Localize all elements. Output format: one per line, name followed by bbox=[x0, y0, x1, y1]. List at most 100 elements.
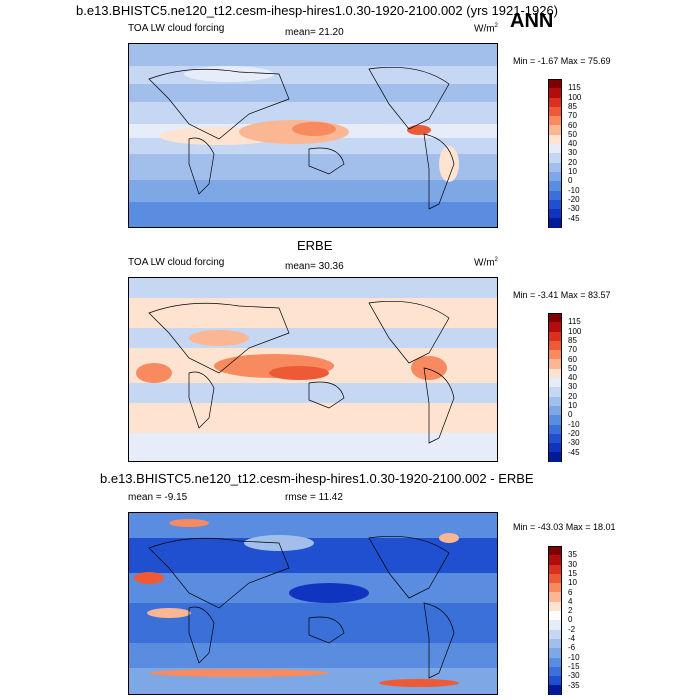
colorbar-tick-label: -6 bbox=[568, 643, 576, 653]
colorbar-tick-label: -35 bbox=[568, 680, 580, 690]
colorbar-tick-label: 85 bbox=[568, 101, 577, 111]
colorbar-tick-label: 0 bbox=[568, 410, 573, 420]
colorbar-tick-label: 30 bbox=[568, 559, 577, 569]
colorbar-swatch bbox=[548, 331, 562, 341]
colorbar-tick-label: 15 bbox=[568, 568, 577, 578]
colorbar-swatch bbox=[548, 79, 562, 89]
colorbar-swatch bbox=[548, 583, 562, 593]
colorbar-swatch bbox=[548, 573, 562, 584]
colorbar-tick-label: 50 bbox=[568, 363, 577, 373]
colorbar-tick-label: 35 bbox=[568, 550, 577, 560]
panel1-field bbox=[129, 44, 497, 227]
colorbar-swatch bbox=[548, 611, 562, 621]
panel1-minmax: Min = -1.67 Max = 75.69 bbox=[513, 56, 611, 66]
season-label: ANN bbox=[510, 10, 554, 32]
colorbar-tick-label: 40 bbox=[568, 373, 577, 383]
colorbar-tick-label: 115 bbox=[568, 317, 581, 327]
colorbar-swatch bbox=[548, 134, 562, 145]
colorbar-tick-label: 20 bbox=[568, 157, 577, 167]
colorbar-swatch bbox=[548, 424, 562, 434]
colorbar-swatch bbox=[548, 88, 562, 98]
panel3-minmax: Min = -43.03 Max = 18.01 bbox=[513, 522, 616, 532]
panel2-units: W/m2 bbox=[474, 257, 498, 269]
colorbar-swatch bbox=[548, 359, 562, 369]
colorbar-swatch bbox=[548, 340, 562, 351]
colorbar-swatch bbox=[548, 648, 562, 658]
colorbar-tick-label: 6 bbox=[568, 587, 573, 597]
colorbar-swatch bbox=[548, 322, 562, 332]
colorbar-swatch bbox=[548, 171, 562, 182]
colorbar-tick-label: -30 bbox=[568, 204, 580, 214]
colorbar-swatch bbox=[548, 546, 562, 556]
colorbar-tick-label: 2 bbox=[568, 606, 573, 616]
colorbar-swatch bbox=[548, 190, 562, 200]
colorbar-swatch bbox=[548, 387, 562, 397]
colorbar-tick-label: -15 bbox=[568, 661, 580, 671]
panel2-colorbar: 115 100 85 70 60 50 40 30 20 10 0 -10 -20 -30 -45 bbox=[548, 313, 581, 462]
colorbar-swatch bbox=[548, 181, 562, 191]
colorbar-swatch bbox=[548, 638, 562, 649]
colorbar-swatch bbox=[548, 199, 562, 210]
colorbar-swatch bbox=[548, 620, 562, 630]
colorbar-swatch bbox=[548, 629, 562, 639]
colorbar-swatch bbox=[548, 162, 562, 172]
colorbar-tick-label: -45 bbox=[568, 447, 580, 457]
colorbar-swatch bbox=[548, 666, 562, 677]
panel3-mean: mean = -9.15 bbox=[128, 492, 188, 503]
colorbar-tick-label: -10 bbox=[568, 652, 580, 662]
colorbar-swatch bbox=[548, 350, 562, 360]
colorbar-tick-label: 70 bbox=[568, 345, 577, 355]
colorbar-swatch bbox=[548, 218, 562, 228]
colorbar-tick-label: -30 bbox=[568, 438, 580, 448]
colorbar-tick-label: 100 bbox=[568, 92, 582, 102]
colorbar-swatch bbox=[548, 452, 562, 462]
colorbar-swatch bbox=[548, 97, 562, 107]
colorbar-tick-label: 30 bbox=[568, 148, 577, 158]
panel2-left-label: TOA LW cloud forcing bbox=[128, 257, 225, 268]
colorbar-swatch bbox=[548, 443, 562, 453]
panel2-field bbox=[129, 278, 497, 461]
colorbar-swatch bbox=[548, 396, 562, 406]
colorbar-tick-label: 85 bbox=[568, 335, 577, 345]
plot-title: b.e13.BHISTC5.ne120_t12.cesm-ihesp-hires… bbox=[76, 3, 559, 18]
colorbar-swatch bbox=[548, 405, 562, 416]
panel3-map bbox=[128, 512, 498, 695]
colorbar-swatch bbox=[548, 592, 562, 602]
colorbar-swatch bbox=[548, 433, 562, 444]
colorbar-swatch bbox=[548, 368, 562, 379]
panel2-map bbox=[128, 277, 498, 462]
colorbar-tick-label: -20 bbox=[568, 194, 580, 204]
panel3-field bbox=[129, 513, 497, 694]
colorbar-swatch bbox=[548, 106, 562, 117]
panel3-rmse: rmse = 11.42 bbox=[285, 492, 343, 503]
panel1-mean: mean= 21.20 bbox=[285, 27, 344, 38]
colorbar-tick-label: -20 bbox=[568, 428, 580, 438]
colorbar-tick-label: 10 bbox=[568, 578, 577, 588]
colorbar-tick-label: 10 bbox=[568, 401, 577, 410]
colorbar-swatch bbox=[548, 116, 562, 126]
colorbar-swatch bbox=[548, 144, 562, 154]
colorbar-swatch bbox=[548, 378, 562, 388]
colorbar-tick-label: 70 bbox=[568, 111, 577, 121]
panel1-map bbox=[128, 43, 498, 228]
panel2-minmax: Min = -3.41 Max = 83.57 bbox=[513, 290, 611, 300]
colorbar-tick-label: 60 bbox=[568, 354, 577, 364]
colorbar-tick-label: 30 bbox=[568, 382, 577, 392]
colorbar-tick-label: 60 bbox=[568, 120, 577, 130]
colorbar-tick-label: 0 bbox=[568, 615, 573, 625]
colorbar-tick-label: -10 bbox=[568, 185, 580, 195]
colorbar-tick-label: 20 bbox=[568, 391, 577, 401]
colorbar-tick-label: 40 bbox=[568, 139, 577, 149]
colorbar-tick-label: 100 bbox=[568, 326, 582, 336]
colorbar-tick-label: -45 bbox=[568, 213, 580, 223]
colorbar-swatch bbox=[548, 415, 562, 425]
colorbar-tick-label: 115 bbox=[568, 83, 581, 93]
colorbar-swatch bbox=[548, 153, 562, 163]
colorbar-swatch bbox=[548, 601, 562, 612]
colorbar-tick-label: -4 bbox=[568, 634, 576, 643]
panel1-colorbar: 115 100 85 70 60 50 40 30 20 10 0 -10 -20 -30 -45 bbox=[548, 79, 581, 228]
colorbar-swatch bbox=[548, 685, 562, 695]
colorbar-tick-label: -2 bbox=[568, 624, 576, 634]
colorbar-tick-label: -10 bbox=[568, 419, 580, 429]
colorbar-swatch bbox=[548, 676, 562, 686]
